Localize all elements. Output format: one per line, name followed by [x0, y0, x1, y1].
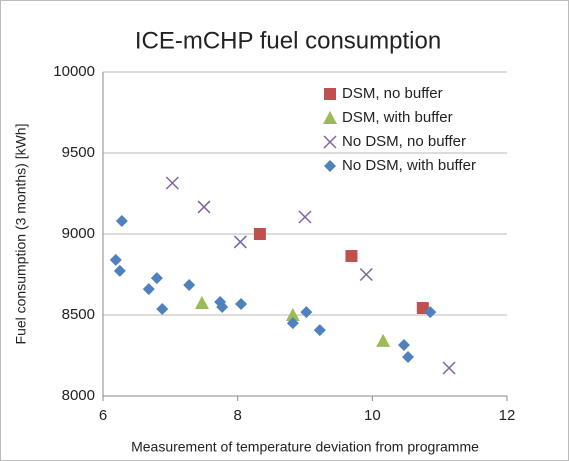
x-tick-label: 6 [99, 407, 107, 424]
marker [113, 264, 126, 277]
marker [216, 301, 229, 314]
y-tick-label: 9000 [62, 225, 95, 242]
marker [235, 297, 248, 310]
marker [323, 111, 337, 124]
marker [142, 283, 155, 296]
marker [402, 350, 415, 363]
marker [298, 210, 312, 224]
marker [183, 279, 196, 292]
marker [300, 306, 313, 319]
legend-label: No DSM, no buffer [342, 133, 466, 150]
y-tick-label: 8500 [62, 306, 95, 323]
x-tick-label: 8 [233, 407, 241, 424]
marker [194, 296, 209, 310]
marker [324, 88, 336, 100]
marker [253, 228, 266, 240]
marker [286, 317, 299, 330]
legend-label: DSM, no buffer [342, 85, 443, 102]
marker [424, 306, 437, 319]
marker [359, 267, 373, 282]
marker [313, 324, 326, 337]
marker [115, 215, 128, 228]
marker [233, 235, 247, 249]
marker [165, 176, 179, 190]
x-axis-label: Measurement of temperature deviation fro… [131, 439, 479, 455]
x-tick-label: 10 [364, 407, 381, 424]
marker [150, 272, 163, 285]
y-axis-label: Fuel consumption (3 months) [kWh] [13, 124, 29, 345]
legend-label: DSM, with buffer [342, 109, 453, 126]
chart-title: ICE-mCHP fuel consumption [135, 27, 441, 54]
x-tick-label: 12 [499, 407, 516, 424]
marker [324, 160, 336, 172]
marker [109, 253, 122, 266]
legend-label: No DSM, with buffer [342, 157, 476, 174]
y-tick-label: 10000 [53, 63, 95, 80]
y-tick-label: 8000 [62, 387, 95, 404]
marker [323, 135, 337, 149]
marker [442, 361, 456, 375]
marker [397, 338, 410, 351]
marker [285, 308, 300, 321]
marker [197, 200, 211, 214]
marker [156, 303, 169, 316]
marker [376, 333, 391, 347]
y-tick-label: 9500 [62, 144, 95, 161]
marker [345, 250, 358, 263]
